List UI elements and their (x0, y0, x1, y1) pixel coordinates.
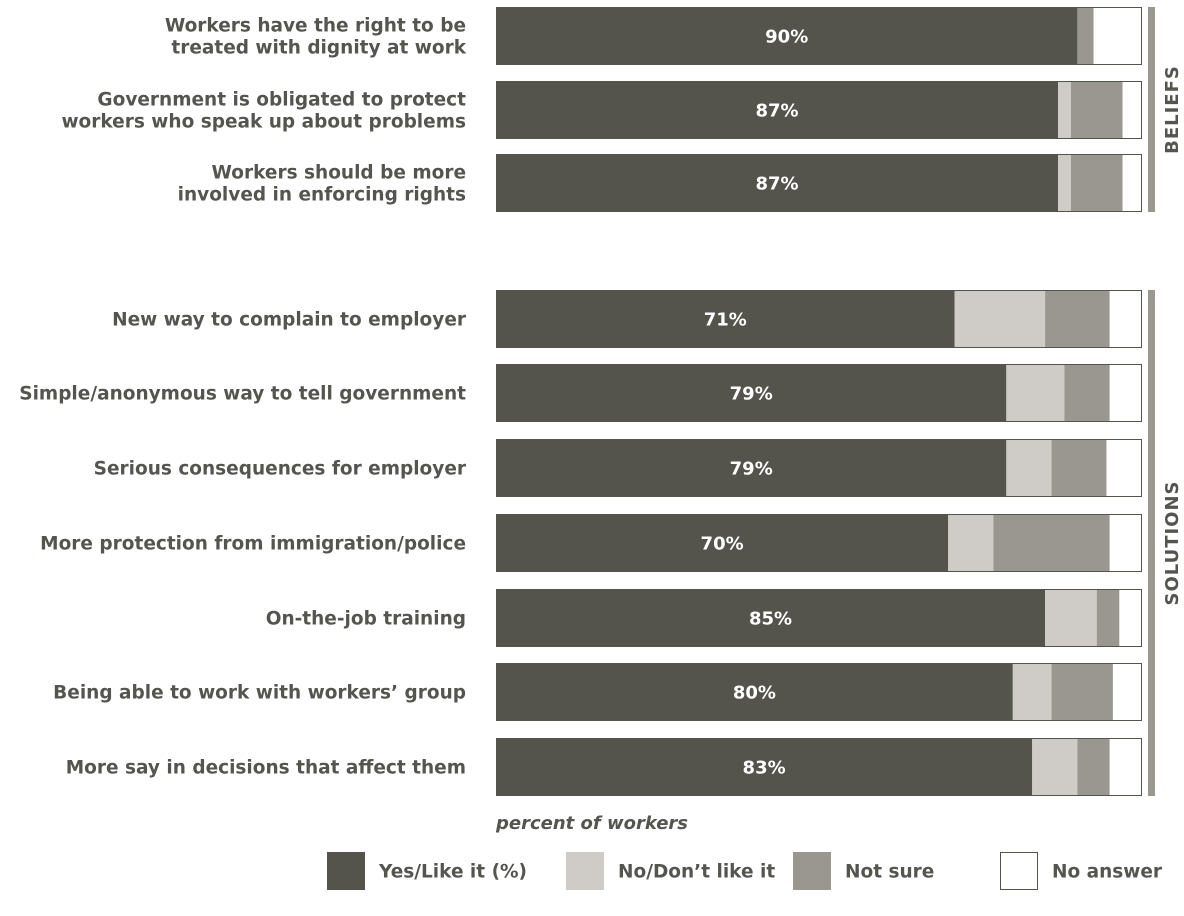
bars-layer (496, 7, 1142, 796)
bar-segment (1045, 290, 1110, 348)
bar-segment (1070, 81, 1123, 139)
category-label: involved in enforcing rights (178, 185, 466, 206)
category-label: On-the-job training (266, 609, 466, 630)
bar-outline (496, 439, 1142, 497)
bar-outline (496, 589, 1142, 647)
bar-segment (1051, 663, 1113, 721)
category-label: Serious consequences for employer (94, 459, 467, 480)
bar-segment (496, 514, 949, 572)
group-brackets: BELIEFS SOLUTIONS (1148, 7, 1183, 796)
bar-segment (496, 81, 1059, 139)
value-label: 83% (743, 758, 786, 779)
bar-segment (1058, 81, 1071, 139)
bar-segment (1119, 589, 1142, 647)
bar-segment (954, 290, 1046, 348)
bar-segment (496, 364, 1007, 422)
bar-segment (1064, 364, 1110, 422)
legend-label: Yes/Like it (%) (378, 862, 527, 883)
bar-segment (1109, 514, 1142, 572)
group-bracket (1148, 7, 1155, 212)
legend-label: No answer (1052, 862, 1163, 883)
bar-segment (1093, 7, 1142, 65)
bar-segment (496, 154, 1059, 212)
bar-outline (496, 364, 1142, 422)
value-label: 90% (765, 27, 808, 48)
group-label: SOLUTIONS (1162, 480, 1183, 605)
value-label: 87% (755, 101, 798, 122)
category-label: Workers should be more (212, 163, 466, 184)
bar-outline (496, 290, 1142, 348)
bar-segment (496, 589, 1046, 647)
bar-segment (496, 290, 955, 348)
category-label: New way to complain to employer (112, 310, 467, 331)
value-label: 71% (704, 310, 747, 331)
category-label: workers who speak up about problems (61, 112, 466, 133)
bar-segment (1045, 589, 1097, 647)
legend: Yes/Like it (%) No/Don’t like it Not sure N… (327, 852, 1163, 890)
bar-segment (1122, 81, 1142, 139)
bar-segment (993, 514, 1110, 572)
value-label: 87% (755, 174, 798, 195)
group-label: BELIEFS (1162, 65, 1183, 154)
bar-outline (496, 154, 1142, 212)
category-label: Being able to work with workers’ group (53, 683, 466, 704)
x-axis-label: percent of workers (495, 813, 688, 834)
category-label: More say in decisions that affect them (66, 758, 466, 779)
bar-segment (496, 663, 1013, 721)
bar-segment (1032, 738, 1078, 796)
legend-swatch (793, 852, 831, 890)
value-label: 79% (730, 384, 773, 405)
legend-swatch (1000, 852, 1038, 890)
bar-segment (1077, 738, 1110, 796)
value-label: 85% (749, 609, 792, 630)
bar-outline (496, 81, 1142, 139)
legend-label: Not sure (845, 862, 934, 883)
bar-segment (1006, 439, 1052, 497)
category-label: Simple/anonymous way to tell government (19, 384, 466, 405)
legend-swatch (327, 852, 365, 890)
value-labels: 90% 87% 87% 71% 79% 79% 70% 85% 80% 83% (701, 27, 809, 779)
value-label: 80% (733, 683, 776, 704)
bar-segment (1058, 154, 1071, 212)
bar-segment (1096, 589, 1120, 647)
legend-label: No/Don’t like it (618, 862, 775, 883)
category-label: Workers have the right to be (165, 16, 466, 37)
category-label: Government is obligated to protect (97, 90, 466, 111)
bar-segment (948, 514, 994, 572)
bar-segment (1106, 439, 1142, 497)
bar-outline (496, 738, 1142, 796)
category-label: treated with dignity at work (171, 38, 466, 59)
group-bracket (1148, 290, 1155, 796)
bar-segment (1070, 154, 1123, 212)
bar-segment (1077, 7, 1094, 65)
bar-segment (1012, 663, 1052, 721)
bar-segment (1006, 364, 1065, 422)
legend-swatch (566, 852, 604, 890)
bar-outline (496, 7, 1142, 65)
bar-segment (1109, 738, 1142, 796)
bar-segment (496, 7, 1078, 65)
bar-outline (496, 663, 1142, 721)
bar-segment (496, 738, 1033, 796)
bar-segment (1109, 290, 1142, 348)
category-label: More protection from immigration/police (40, 534, 466, 555)
bar-segment (1051, 439, 1107, 497)
bar-segment (496, 439, 1007, 497)
bar-segment (1109, 364, 1142, 422)
value-label: 79% (730, 459, 773, 480)
bar-segment (1112, 663, 1142, 721)
value-label: 70% (701, 534, 744, 555)
bar-outline (496, 514, 1142, 572)
bar-segment (1122, 154, 1142, 212)
